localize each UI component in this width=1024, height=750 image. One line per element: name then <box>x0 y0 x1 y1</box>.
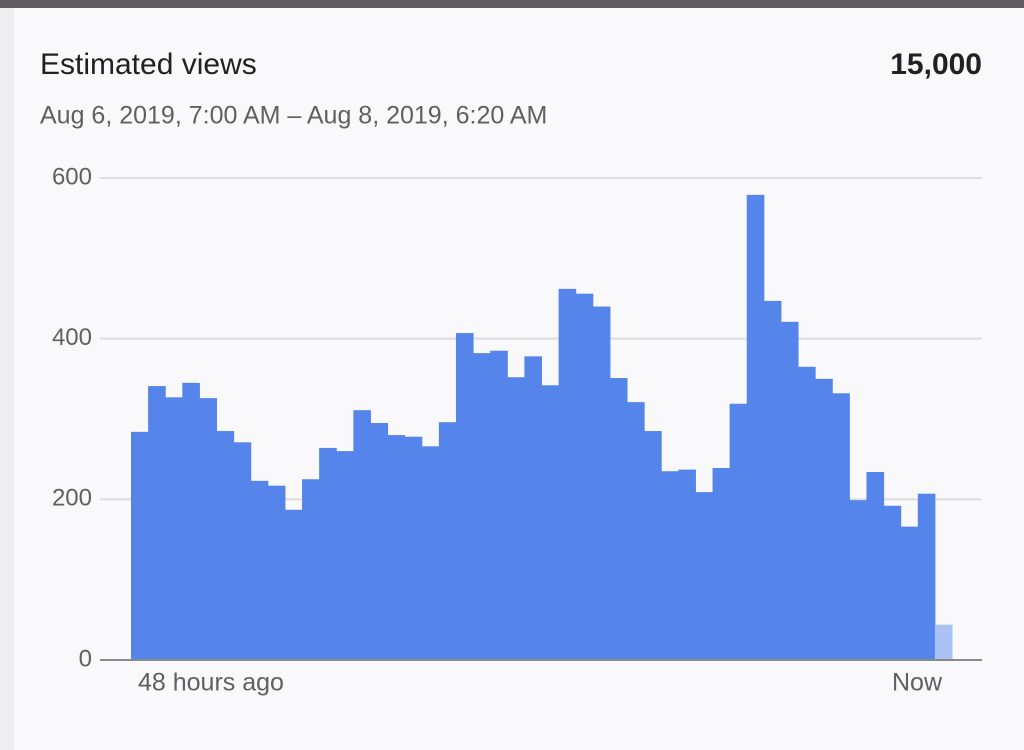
bar <box>798 366 816 660</box>
bar <box>131 431 149 660</box>
y-tick-label: 600 <box>52 163 92 190</box>
bar <box>695 492 714 660</box>
bar <box>148 386 166 660</box>
bar <box>763 300 782 660</box>
bar <box>661 471 679 660</box>
bar <box>524 356 542 660</box>
bar <box>866 472 885 660</box>
bar <box>438 422 457 660</box>
total-views: 15,000 <box>890 48 982 81</box>
bar <box>182 382 200 660</box>
bar <box>832 393 850 660</box>
bar <box>678 469 696 660</box>
bar <box>609 378 628 660</box>
bar <box>900 526 919 660</box>
chart-title: Estimated views <box>40 48 257 81</box>
bar <box>473 353 491 660</box>
bar <box>267 485 286 660</box>
bar <box>746 194 765 660</box>
bar <box>302 479 320 660</box>
bar <box>934 624 953 660</box>
bar <box>883 505 902 660</box>
bar <box>729 403 748 660</box>
y-tick-label: 200 <box>52 485 92 512</box>
bar <box>917 493 936 660</box>
bar <box>284 509 303 660</box>
bar <box>319 447 337 660</box>
bar <box>387 435 406 660</box>
bar <box>592 306 611 660</box>
bar <box>370 423 389 660</box>
bar <box>541 385 560 660</box>
x-tick-label: Now <box>892 669 943 697</box>
bar <box>336 451 354 660</box>
bar <box>507 377 525 660</box>
bar <box>849 500 867 660</box>
date-range: Aug 6, 2019, 7:00 AM – Aug 8, 2019, 6:20… <box>40 102 547 130</box>
bar <box>490 350 508 660</box>
bar <box>575 293 594 660</box>
bar <box>627 402 645 660</box>
top-bar <box>0 0 1024 8</box>
bar <box>404 436 423 660</box>
bar <box>558 288 577 660</box>
x-tick-label: 48 hours ago <box>138 669 284 697</box>
bar <box>644 431 662 660</box>
y-tick-label: 400 <box>52 324 92 351</box>
bar <box>165 397 183 660</box>
bar <box>353 410 371 660</box>
bar <box>233 442 252 660</box>
bar <box>780 321 799 660</box>
bar <box>815 378 833 660</box>
y-tick-label: 0 <box>79 645 92 672</box>
bar <box>455 333 474 660</box>
bar <box>199 398 218 660</box>
bar <box>712 468 731 660</box>
bar <box>216 431 235 660</box>
left-edge <box>0 8 14 750</box>
bar <box>421 446 440 660</box>
bar <box>250 480 269 660</box>
